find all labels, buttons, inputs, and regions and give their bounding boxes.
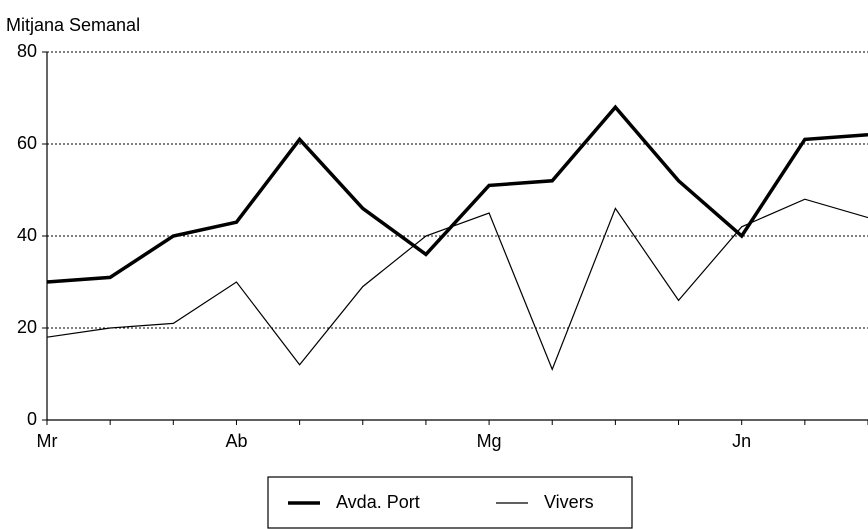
legend-box — [267, 476, 633, 529]
x-tick-label: Jn — [732, 431, 751, 451]
legend-label: Avda. Port — [336, 492, 420, 512]
legend-label: Vivers — [544, 492, 594, 512]
y-tick-label: 0 — [27, 409, 37, 429]
x-tick-label: Mg — [477, 431, 502, 451]
series-line — [46, 198, 868, 372]
series-line — [46, 104, 868, 284]
x-tick-label: Mr — [37, 431, 58, 451]
y-tick-label: 60 — [17, 133, 37, 153]
y-tick-label: 80 — [17, 41, 37, 61]
y-tick-label: 20 — [17, 317, 37, 337]
y-tick-label: 40 — [17, 225, 37, 245]
x-tick-label: Ab — [225, 431, 247, 451]
chart-title: Mitjana Semanal — [6, 15, 140, 35]
